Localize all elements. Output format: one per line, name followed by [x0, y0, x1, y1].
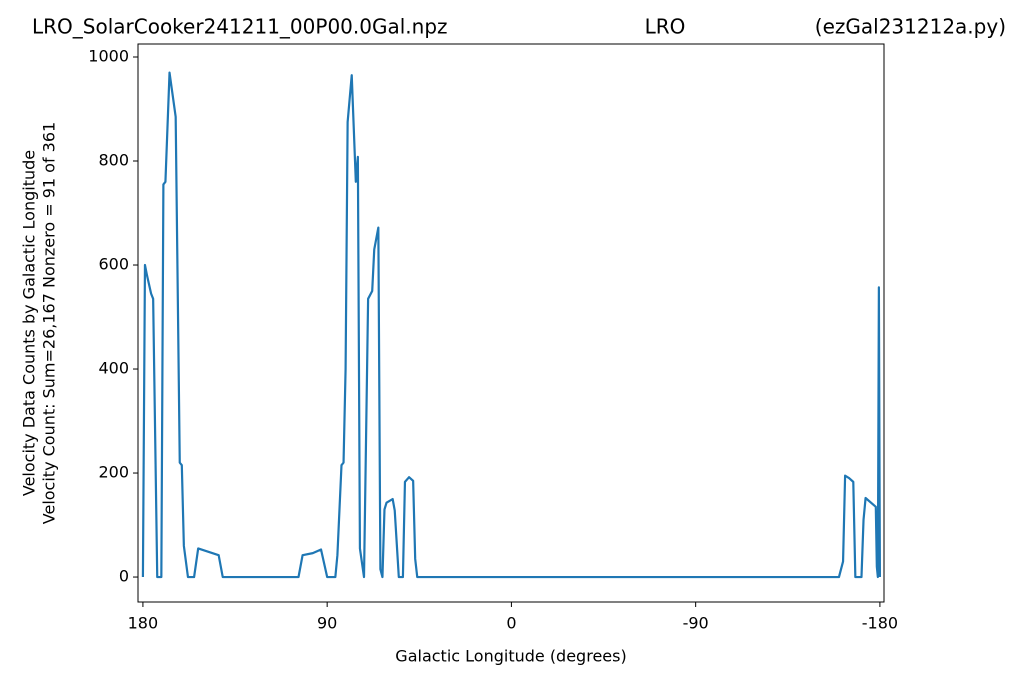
- y-tick-label: 600: [98, 255, 129, 274]
- x-tick-label: 180: [128, 614, 159, 633]
- chart-title-file: LRO_SolarCooker241211_00P00.0Gal.npz: [32, 15, 448, 39]
- chart-title-script: (ezGal231212a.py): [815, 15, 1006, 39]
- x-tick-label: -180: [862, 614, 898, 633]
- x-tick-label: 0: [506, 614, 516, 633]
- x-tick-label: -90: [683, 614, 709, 633]
- y-tick-label: 800: [98, 151, 129, 170]
- y-tick-label: 0: [119, 567, 129, 586]
- data-line: [141, 71, 882, 579]
- plot-frame: [137, 43, 885, 603]
- y-axis-label: Velocity Data Counts by Galactic Longitu…: [20, 150, 39, 496]
- chart-title-site: LRO: [645, 15, 686, 39]
- y-axis-label: Velocity Count: Sum=26,167 Nonzero = 91 …: [40, 122, 59, 524]
- y-tick-label: 400: [98, 359, 129, 378]
- x-tick-label: 90: [317, 614, 337, 633]
- y-tick-label: 1000: [88, 47, 129, 66]
- y-tick-label: 200: [98, 463, 129, 482]
- x-axis-label: Galactic Longitude (degrees): [395, 647, 626, 666]
